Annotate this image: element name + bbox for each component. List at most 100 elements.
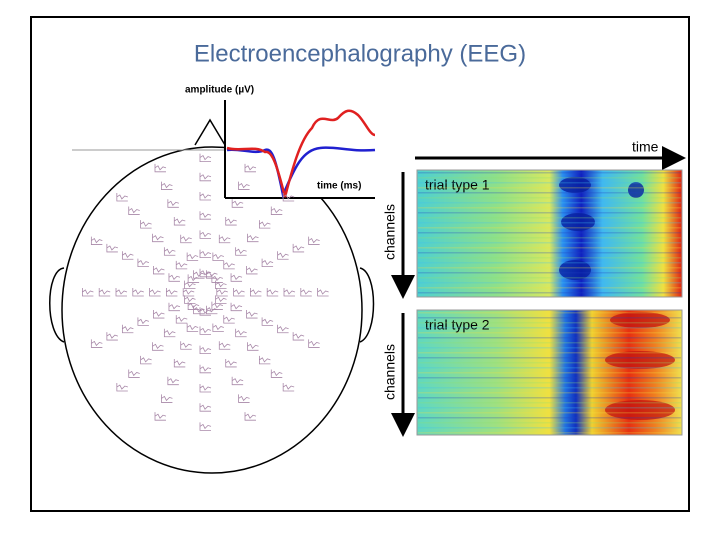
electrode-trace [168,302,181,312]
electrode-trace [199,172,212,182]
heatmap-stripe [418,377,681,379]
heatmap-stripe [418,357,681,359]
heatmap-blob [605,400,675,420]
electrode-trace [231,199,244,208]
electrode-trace [187,274,200,283]
heatmap-stripe [418,372,681,374]
electrode-trace [223,315,235,324]
electrode-trace [215,295,227,304]
electrode-trace [161,181,173,190]
electrode-trace [199,230,212,239]
electrode-trace [270,369,283,378]
electrode-trace [218,341,231,350]
electrode-trace [154,163,167,173]
heatmap-stripe [418,177,681,179]
electrode-trace [199,403,212,412]
heatmap-stripe [418,422,681,424]
electrode-trace [153,265,165,275]
electrode-trace [223,260,235,270]
electrode-trace [225,217,237,226]
electrode-trace [149,288,161,297]
heatmap-stripe [418,312,681,314]
heatmap-blob [559,177,591,193]
electrode-trace [140,355,152,365]
heatmap-stripe [418,272,681,274]
electrode-trace [193,270,205,279]
heatmap-stripe [418,212,681,214]
electrode-trace [258,220,271,229]
heatmap-stripe [418,262,681,264]
panel-label: trial type 2 [425,317,490,333]
electrode-trace [90,236,103,245]
electrode-trace [277,251,289,260]
electrode-trace [82,288,94,297]
electrode-trace [163,247,176,256]
electrode-trace [180,341,192,350]
erp-trace-red [226,109,376,198]
heatmap-stripe [418,327,681,329]
electrode-trace [250,288,262,297]
electrode-trace [173,217,186,226]
electrode-trace [225,358,237,368]
electrode-trace [199,153,212,162]
electrode-trace [292,332,305,341]
heatmap-stripe [418,232,681,234]
heatmap-stripe [418,322,681,324]
electrode-trace [238,181,250,190]
electrode-trace [282,192,295,202]
heatmap-blob [561,213,595,231]
electrode-trace [121,324,134,334]
heatmap-stripe [418,352,681,354]
electrode-trace [199,345,212,354]
electrode-trace [230,302,243,312]
electrode-trace [247,342,259,351]
erp-y-label: amplitude (µV) [185,85,254,96]
heatmap-stripe [418,432,681,434]
heatmap-stripe [418,397,681,399]
heatmap-stripe [418,392,681,394]
electrode-trace [116,192,128,202]
heatmap-stripe [418,217,681,219]
electrode-trace [175,315,188,324]
electrode-trace [128,369,140,378]
electrode-trace [231,376,244,386]
heatmap-stripe [418,182,681,184]
panel-2: channels trial type 2 [382,309,683,437]
head-outline [61,146,363,474]
heatmap-blob [605,351,675,369]
heatmap-stripe [418,317,681,319]
electrode-trace [247,233,259,243]
electrode-trace [238,394,250,403]
electrode-trace [163,328,176,338]
heatmap-stripe [418,412,681,414]
electrode-trace [261,317,274,326]
heatmap-stripe [418,227,681,229]
electrode-trace [132,288,144,297]
heatmap-stripe [418,417,681,419]
electrode-trace [199,364,212,374]
electrode-trace [187,301,200,310]
electrode-trace [182,288,195,297]
electrode-trace [168,273,181,282]
electrode-trace [153,310,165,319]
heatmap-stripe [418,197,681,199]
electrode-trace [308,236,320,245]
electrode-trace [206,270,218,279]
heatmap-stripe [418,242,681,244]
electrode-trace [137,258,150,268]
title: Electroencephalography (EEG) [194,40,526,67]
electrode-trace [128,206,140,215]
heatmap-stripe [418,287,681,289]
panel-label: trial type 1 [425,177,490,193]
electrode-trace [115,288,128,297]
electrode-trace [246,310,258,319]
electrode-trace [98,288,111,297]
electrode-trace [212,252,224,261]
electrode-trace [277,324,289,334]
electrode-trace [199,422,212,431]
channels-label: channels [382,204,398,260]
channels-label: channels [382,344,398,400]
heatmap-stripe [418,247,681,249]
right-ear [359,267,375,343]
